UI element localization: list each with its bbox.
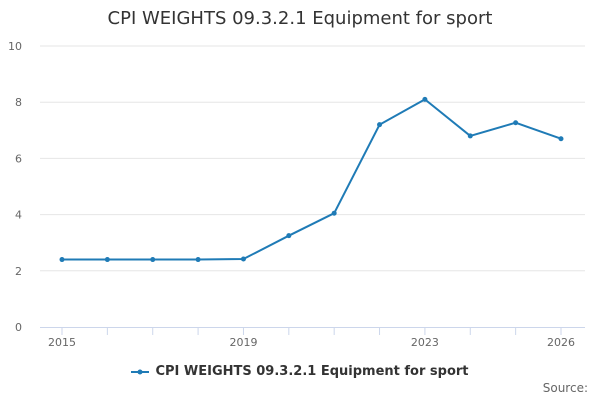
x-tick-label-2019: 2019 [229,336,257,349]
y-tick-label-2: 2 [15,265,22,278]
y-tick-label-4: 4 [15,209,22,222]
y-axis-tick-labels: 0 2 4 6 8 10 [8,40,22,334]
x-axis-tick-labels: 2015 2019 2023 2026 [48,336,575,349]
data-point-2025 [513,120,519,126]
legend[interactable]: CPI WEIGHTS 09.3.2.1 Equipment for sport [0,364,600,379]
x-tick-label-2023: 2023 [411,336,439,349]
data-point-2015 [59,257,65,263]
y-tick-label-8: 8 [15,96,22,109]
data-point-2020 [286,233,292,239]
data-point-2019 [240,256,246,262]
data-point-2016 [104,257,110,263]
y-tick-label-0: 0 [15,321,22,334]
data-point-2024 [467,133,473,139]
legend-series-marker-icon [131,369,150,374]
data-point-2018 [195,257,201,263]
x-axis [40,327,585,335]
chart-title: CPI WEIGHTS 09.3.2.1 Equipment for sport [107,8,493,29]
y-tick-label-10: 10 [8,40,22,53]
series-line-0 [62,98,562,261]
x-tick-label-2015: 2015 [48,336,76,349]
y-tick-label-6: 6 [15,152,22,165]
data-point-2017 [150,257,156,263]
series-layer [59,96,564,263]
data-point-2023 [422,96,428,102]
legend-series-label: CPI WEIGHTS 09.3.2.1 Equipment for sport [155,364,469,379]
x-tick-label-2026: 2026 [547,336,575,349]
data-point-2026 [558,136,564,142]
data-point-2021 [331,210,337,216]
source-credit: Source: [542,381,588,395]
gridlines [40,45,585,272]
data-point-2022 [377,122,383,128]
